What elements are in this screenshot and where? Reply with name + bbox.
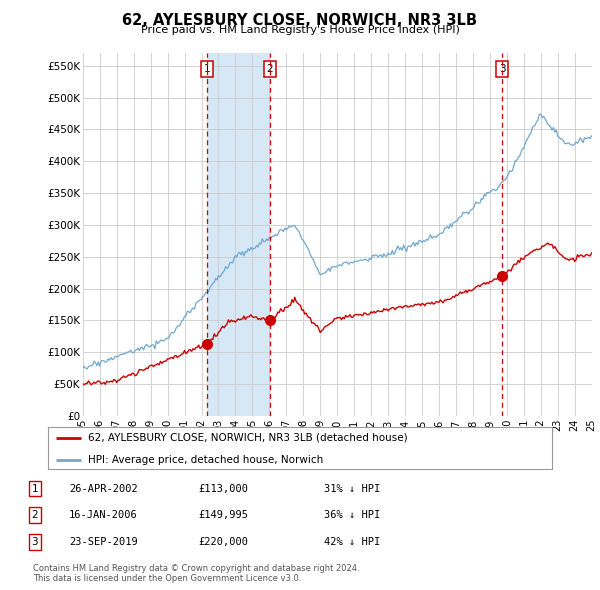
Text: 31% ↓ HPI: 31% ↓ HPI xyxy=(324,484,380,493)
Text: Contains HM Land Registry data © Crown copyright and database right 2024.: Contains HM Land Registry data © Crown c… xyxy=(33,565,359,573)
Text: 23-SEP-2019: 23-SEP-2019 xyxy=(69,537,138,546)
Text: This data is licensed under the Open Government Licence v3.0.: This data is licensed under the Open Gov… xyxy=(33,574,301,583)
Text: £149,995: £149,995 xyxy=(198,510,248,520)
Text: £113,000: £113,000 xyxy=(198,484,248,493)
Text: 2: 2 xyxy=(31,510,38,520)
Text: £220,000: £220,000 xyxy=(198,537,248,546)
Bar xyxy=(207,53,270,416)
Text: 3: 3 xyxy=(31,537,38,546)
Text: HPI: Average price, detached house, Norwich: HPI: Average price, detached house, Norw… xyxy=(88,455,323,465)
Text: 62, AYLESBURY CLOSE, NORWICH, NR3 3LB: 62, AYLESBURY CLOSE, NORWICH, NR3 3LB xyxy=(122,13,478,28)
Text: 16-JAN-2006: 16-JAN-2006 xyxy=(69,510,138,520)
Text: 1: 1 xyxy=(31,484,38,493)
Text: 62, AYLESBURY CLOSE, NORWICH, NR3 3LB (detached house): 62, AYLESBURY CLOSE, NORWICH, NR3 3LB (d… xyxy=(88,432,408,442)
Text: 1: 1 xyxy=(203,64,210,74)
Text: 2: 2 xyxy=(267,64,274,74)
Text: 3: 3 xyxy=(499,64,506,74)
Text: 36% ↓ HPI: 36% ↓ HPI xyxy=(324,510,380,520)
Text: 42% ↓ HPI: 42% ↓ HPI xyxy=(324,537,380,546)
Text: 26-APR-2002: 26-APR-2002 xyxy=(69,484,138,493)
Text: Price paid vs. HM Land Registry's House Price Index (HPI): Price paid vs. HM Land Registry's House … xyxy=(140,25,460,35)
